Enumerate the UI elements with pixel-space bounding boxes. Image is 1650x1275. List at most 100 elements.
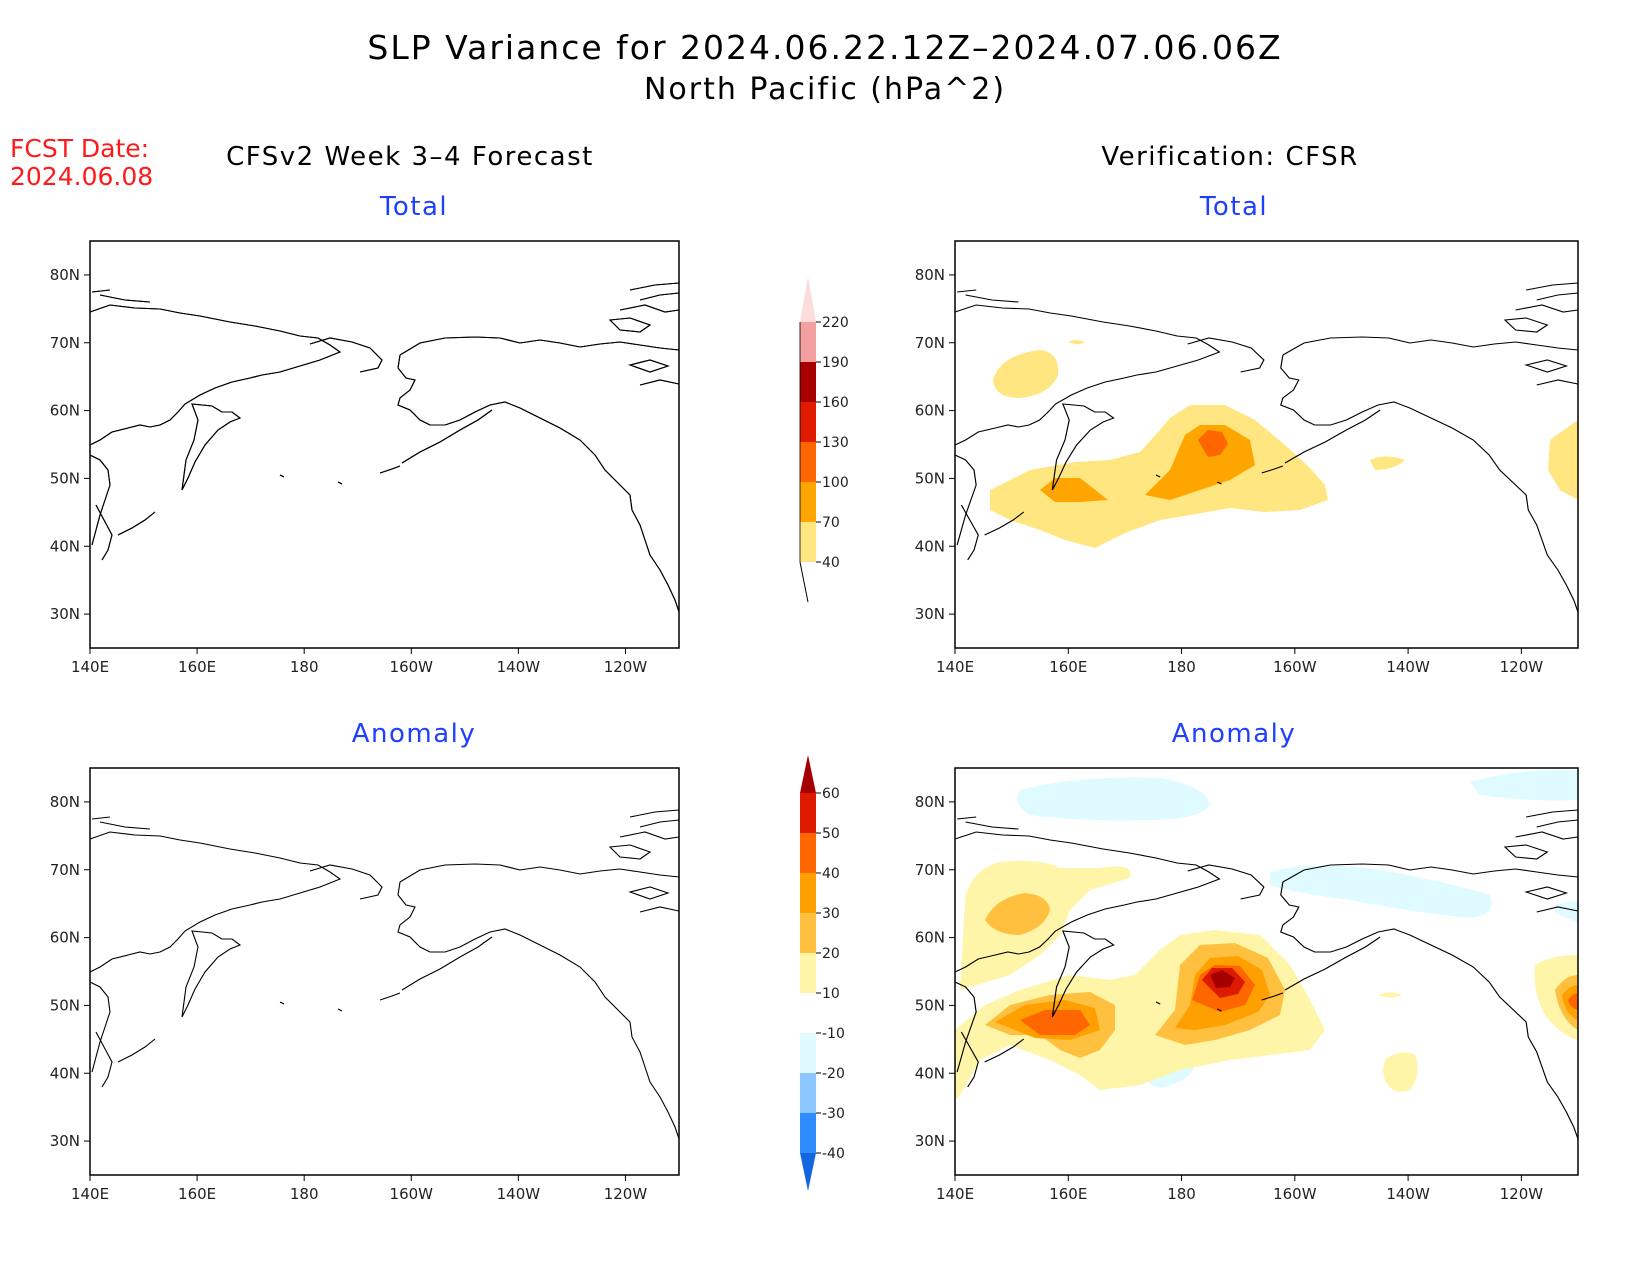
ver-anom-subtitle: Anomaly <box>1171 719 1297 749</box>
cbar-total-label: 130 <box>822 435 849 451</box>
fc-anom-subtitle: Anomaly <box>351 719 477 749</box>
axes-layer: 140E 160E 180 160W 140W 120W 80N 70N 60N 50N 40N 30… <box>50 266 1544 1203</box>
ver-anom-pos20-1 <box>985 893 1050 935</box>
cbar-anom-swatch <box>800 1073 816 1113</box>
cbar-anom-swatch <box>800 913 816 953</box>
fc-total-lon-label: 160W <box>390 658 434 676</box>
fc-total-lon-label: 140E <box>71 658 109 676</box>
ver-anom-shading <box>955 769 1578 1100</box>
cbar-anom-swatch <box>800 833 816 873</box>
fcst-date-value: 2024.06.08 <box>10 162 154 191</box>
cbar-anom-label: 30 <box>822 906 840 922</box>
ver-total-lat-label: 30N <box>915 605 945 623</box>
cbar-anom-swatch <box>800 953 816 993</box>
cbar-anom-swatch <box>800 1033 816 1073</box>
cbar-anom-label: 10 <box>822 986 840 1002</box>
cbar-anom-swatch-top <box>800 755 816 793</box>
fc-total-lat-label: 50N <box>50 469 80 487</box>
ver-anom-lon-label: 140E <box>936 1185 974 1203</box>
cbar-total-label: 190 <box>822 355 849 371</box>
ver-anom-pos40-1 <box>1020 1010 1090 1035</box>
cbar-total-label: 100 <box>822 475 849 491</box>
fc-anom-lat-label: 80N <box>50 793 80 811</box>
forecast-column-title: CFSv2 Week 3–4 Forecast <box>226 142 594 172</box>
panel-fc-anom <box>89 767 680 1176</box>
fc-anom-lat-label: 30N <box>50 1132 80 1150</box>
fc-total-lat-label: 60N <box>50 402 80 420</box>
cbar-total-swatch <box>800 362 816 402</box>
fc-total-lat-label: 30N <box>50 605 80 623</box>
fc-anom-lat-label: 40N <box>50 1064 80 1082</box>
ver-total-lon-label: 160W <box>1273 658 1317 676</box>
cbar-anom-label: -20 <box>822 1066 845 1082</box>
fc-anom-lat-label: 70N <box>50 861 80 879</box>
ver-total-lat-label: 50N <box>915 469 945 487</box>
ver-total-lon-label: 140E <box>936 658 974 676</box>
ver-total-subtitle: Total <box>1199 192 1269 222</box>
ver-anom-lon-label: 160E <box>1049 1185 1087 1203</box>
ver-anom-neg-4 <box>1555 901 1578 922</box>
cbar-anom-label: -10 <box>822 1026 845 1042</box>
cbar-total-swatch <box>800 482 816 522</box>
fc-anom-lon-label: 140E <box>71 1185 109 1203</box>
cbar-anom-swatch <box>800 793 816 833</box>
ver-anom-lat-label: 40N <box>915 1064 945 1082</box>
panel-fc-total <box>89 240 680 649</box>
cbar-anom-label: 50 <box>822 826 840 842</box>
cbar-anom-label: 40 <box>822 866 840 882</box>
ver-total-lon-label: 160E <box>1049 658 1087 676</box>
coastline-fc-total <box>89 282 680 613</box>
cbar-total-label: 160 <box>822 395 849 411</box>
coastline-ver-total <box>954 282 1579 613</box>
fc-anom-lon-label: 140W <box>497 1185 541 1203</box>
ver-anom-lon-label: 160W <box>1273 1185 1317 1203</box>
cbar-total-swatch <box>800 402 816 442</box>
ver-anom-pos60 <box>1210 970 1235 988</box>
ver-anom-neg-2 <box>1270 865 1492 918</box>
cbar-total-label: 220 <box>822 315 849 331</box>
ver-anom-lon-label: 180 <box>1167 1185 1196 1203</box>
fc-total-lon-label: 180 <box>290 658 319 676</box>
fc-total-lat-label: 70N <box>50 334 80 352</box>
ver-anom-pos-5 <box>1378 992 1402 998</box>
fc-anom-lon-label: 160W <box>390 1185 434 1203</box>
cbar-total-swatch <box>800 442 816 482</box>
colorbar-total: 40 70 100 130 160 190 220 <box>799 277 849 603</box>
ver-anom-lat-label: 80N <box>915 793 945 811</box>
cbar-total-label: 70 <box>822 515 840 531</box>
ver-anom-lat-label: 30N <box>915 1132 945 1150</box>
figure-title: SLP Variance for 2024.06.22.12Z–2024.07.… <box>367 28 1283 67</box>
cbar-anom-label: -40 <box>822 1146 845 1162</box>
ver-anom-lat-label: 50N <box>915 996 945 1014</box>
ver-total-contour-100 <box>1198 430 1228 457</box>
ver-anom-pos40-3 <box>1568 993 1578 1010</box>
ver-total-contour-70 <box>1040 478 1108 502</box>
ver-total-contour-40b <box>993 350 1059 398</box>
ver-total-lat-label: 70N <box>915 334 945 352</box>
ver-total-contour-40e <box>1068 340 1085 344</box>
cbar-anom-swatch <box>800 993 816 1033</box>
ver-total-contour-40c <box>1548 420 1578 500</box>
ver-anom-lat-label: 70N <box>915 861 945 879</box>
ver-total-lon-label: 120W <box>1500 658 1544 676</box>
ver-anom-lon-label: 140W <box>1386 1185 1430 1203</box>
fc-total-lat-label: 80N <box>50 266 80 284</box>
ver-total-lon-label: 180 <box>1167 658 1196 676</box>
cbar-anom-swatch-bottom <box>800 1153 816 1191</box>
cbar-anom-swatch <box>800 873 816 913</box>
fc-anom-lon-label: 180 <box>290 1185 319 1203</box>
ver-anom-pos-4 <box>1383 1052 1418 1092</box>
ver-anom-lat-label: 60N <box>915 929 945 947</box>
fc-anom-lat-label: 60N <box>50 929 80 947</box>
cbar-anom-label: -30 <box>822 1106 845 1122</box>
figure-subtitle: North Pacific (hPa^2) <box>643 72 1007 107</box>
coastline-ver-anom <box>954 809 1579 1140</box>
cbar-anom-label: 20 <box>822 946 840 962</box>
coastline-fc-anom <box>89 809 680 1140</box>
ver-total-lat-label: 60N <box>915 402 945 420</box>
cbar-total-swatch <box>800 322 816 362</box>
verification-column-title: Verification: CFSR <box>1101 142 1359 172</box>
ver-anom-lon-label: 120W <box>1500 1185 1544 1203</box>
fc-anom-lat-label: 50N <box>50 996 80 1014</box>
ver-anom-neg-1 <box>1017 777 1210 821</box>
